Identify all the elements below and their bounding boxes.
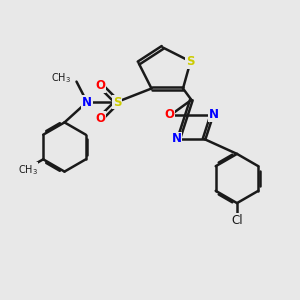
Text: O: O xyxy=(164,108,174,121)
Text: O: O xyxy=(95,112,106,125)
Text: O: O xyxy=(95,79,106,92)
Text: N: N xyxy=(209,108,219,121)
Text: CH$_3$: CH$_3$ xyxy=(51,71,71,85)
Text: N: N xyxy=(82,95,92,109)
Text: S: S xyxy=(186,55,195,68)
Text: N: N xyxy=(172,133,182,146)
Text: Cl: Cl xyxy=(231,214,243,227)
Text: CH$_3$: CH$_3$ xyxy=(18,163,38,176)
Text: S: S xyxy=(113,95,121,109)
